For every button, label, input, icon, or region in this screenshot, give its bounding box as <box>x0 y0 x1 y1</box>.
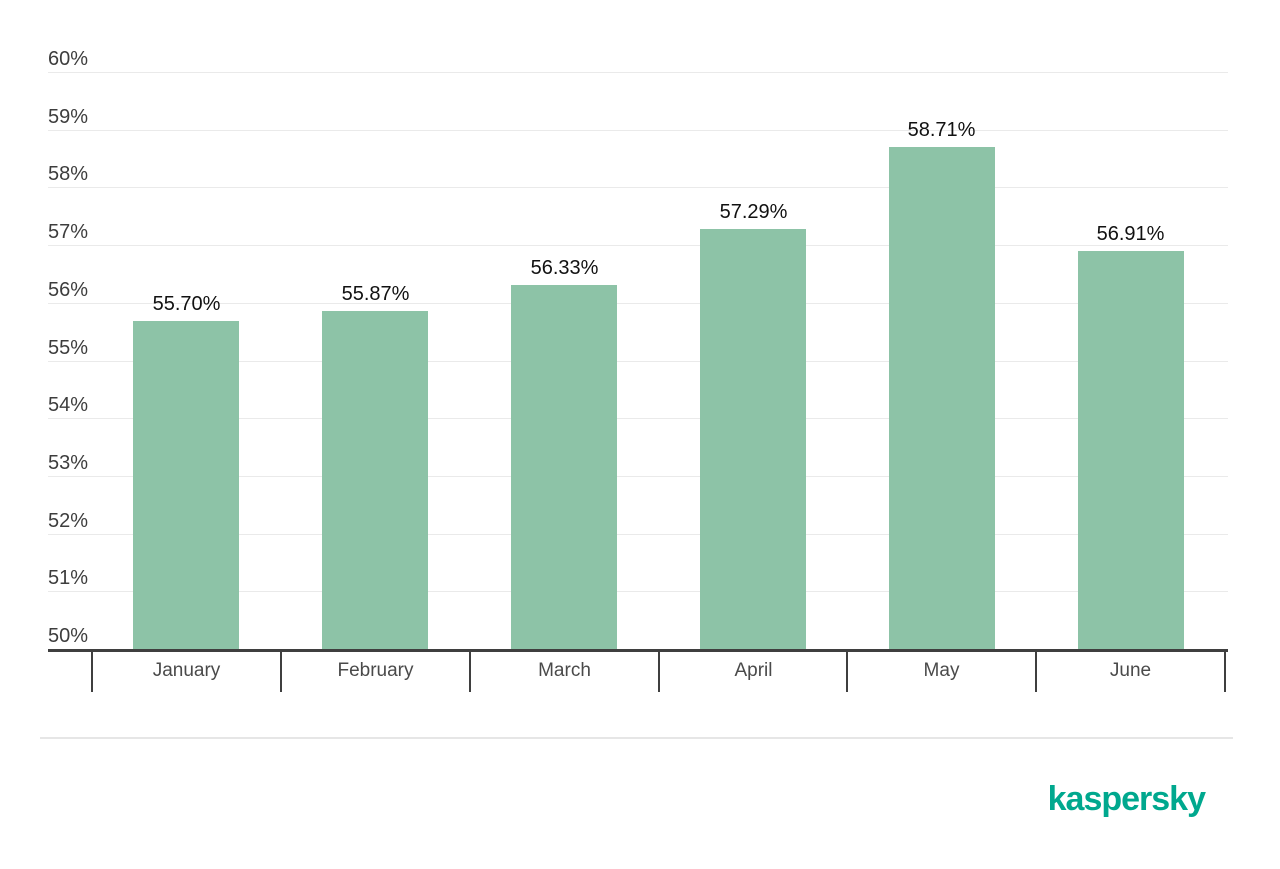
gridline-56 <box>48 303 1228 304</box>
y-tick-label-58: 58% <box>48 163 89 185</box>
bar-chart-plot: 50% 51% 52% 53% 54% 55% 56% 57% 58% 59% 60% 55.70% J… <box>48 48 1228 692</box>
y-tick-label-60: 60% <box>48 48 89 70</box>
gridline-59 <box>48 130 1228 131</box>
kaspersky-logo: kaspersky <box>1047 780 1206 818</box>
x-axis-tick-4 <box>846 650 848 692</box>
gridline-51 <box>48 591 1228 592</box>
gridline-52 <box>48 534 1228 535</box>
bar-value-label-may: 58.71% <box>907 119 976 141</box>
x-tick-label-january: January <box>152 660 221 681</box>
y-tick-label-59: 59% <box>48 106 89 128</box>
bar-april <box>700 229 806 650</box>
x-axis-tick-6 <box>1224 650 1226 692</box>
bar-february <box>322 311 428 650</box>
y-tick-label-51: 51% <box>48 567 89 589</box>
y-tick-label-55: 55% <box>48 337 89 359</box>
gridline-58 <box>48 187 1228 188</box>
gridline-53 <box>48 476 1228 477</box>
x-axis-tick-2 <box>469 650 471 692</box>
bar-value-label-february: 55.87% <box>341 283 410 305</box>
x-tick-label-april: April <box>734 660 773 681</box>
x-tick-label-february: February <box>337 660 414 681</box>
y-tick-label-50: 50% <box>48 625 89 647</box>
y-tick-label-54: 54% <box>48 394 89 416</box>
bar-value-label-april: 57.29% <box>719 201 788 223</box>
y-tick-label-57: 57% <box>48 221 89 243</box>
bar-value-label-march: 56.33% <box>530 257 599 279</box>
x-axis-tick-1 <box>280 650 282 692</box>
bar-january <box>133 321 239 650</box>
gridline-54 <box>48 418 1228 419</box>
x-axis-line <box>48 649 1228 652</box>
x-axis-tick-5 <box>1035 650 1037 692</box>
y-tick-label-53: 53% <box>48 452 89 474</box>
bar-value-label-june: 56.91% <box>1096 223 1165 245</box>
x-tick-label-march: March <box>538 660 591 681</box>
bar-june <box>1078 251 1184 650</box>
gridline-55 <box>48 361 1228 362</box>
bar-may <box>889 147 995 650</box>
footer-divider <box>40 737 1233 739</box>
x-axis-tick-0 <box>91 650 93 692</box>
bar-march <box>511 285 617 650</box>
x-axis-tick-3 <box>658 650 660 692</box>
y-tick-label-52: 52% <box>48 510 89 532</box>
gridline-60 <box>48 72 1228 73</box>
x-tick-label-may: May <box>923 660 960 681</box>
x-tick-label-june: June <box>1109 660 1152 681</box>
y-tick-label-56: 56% <box>48 279 89 301</box>
bar-value-label-january: 55.70% <box>152 293 221 315</box>
gridline-57 <box>48 245 1228 246</box>
